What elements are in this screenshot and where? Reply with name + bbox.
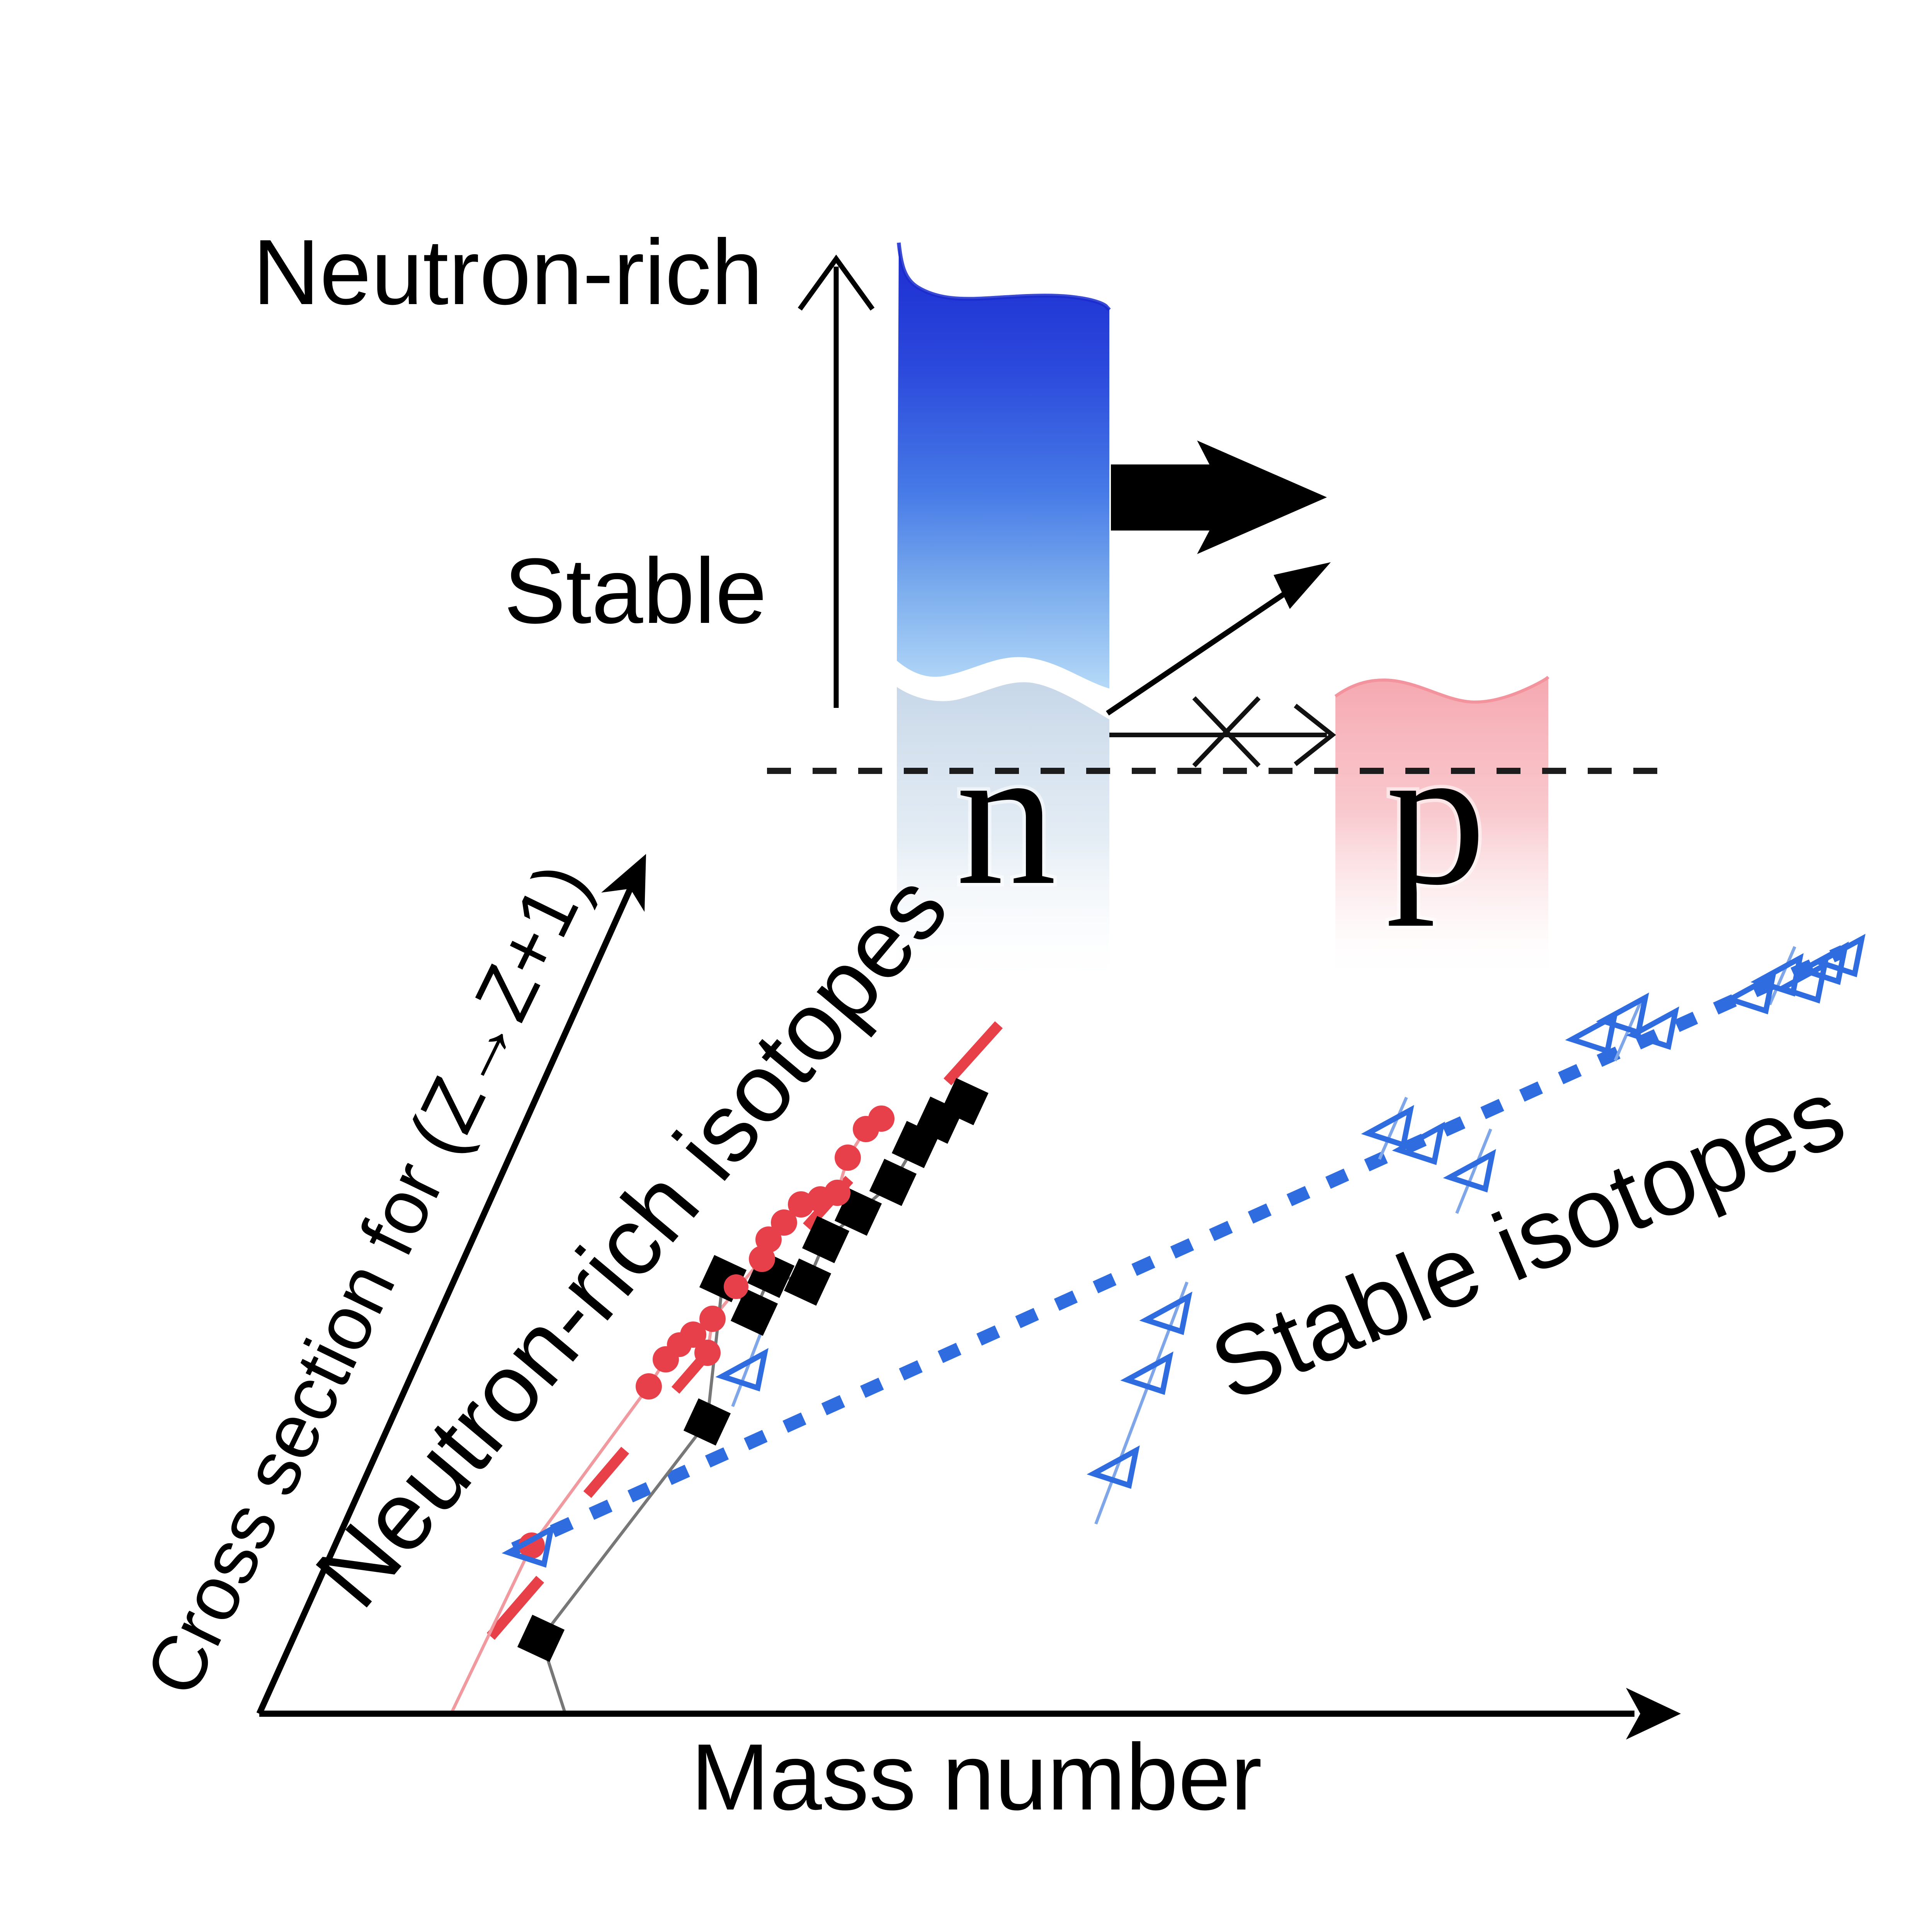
svg-text:Mass number: Mass number — [691, 1724, 1262, 1830]
svg-text:Stable isotopes: Stable isotopes — [1196, 1058, 1859, 1422]
svg-text:n: n — [956, 704, 1056, 927]
svg-text:Stable: Stable — [504, 539, 767, 643]
svg-text:p: p — [1386, 704, 1486, 927]
svg-text:Neutron-rich: Neutron-rich — [253, 220, 763, 324]
